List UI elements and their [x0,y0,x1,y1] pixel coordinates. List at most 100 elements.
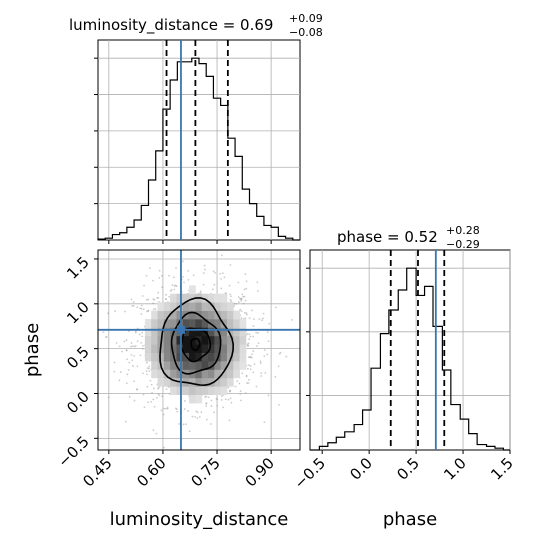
sample-point [246,382,248,384]
sample-point [183,408,186,410]
sample-point [252,371,255,374]
luminosity-distance-title-upper: +0.09 [289,12,323,25]
sample-point [252,350,255,352]
sample-point [140,313,143,315]
density-cell [208,344,215,353]
sample-point [150,400,153,403]
sample-point [249,365,252,367]
sample-point [152,279,154,282]
density-cell [195,360,203,370]
sample-point [141,331,144,334]
sample-point [107,312,109,315]
density-cell [189,360,196,370]
density-cell [233,360,240,370]
contour-line [159,297,235,387]
tick-marks [306,267,511,454]
sample-point [124,420,127,423]
sample-point [139,307,142,310]
sample-point [244,273,247,276]
density-cell [176,369,184,379]
density-cell [208,293,215,303]
sample-point [242,302,245,305]
density-cell [201,344,209,353]
density-cell [226,335,234,345]
luminosity-distance-title-lower: −0.08 [289,26,323,39]
sample-point [133,355,136,357]
sample-point [285,355,288,358]
sample-point [199,292,202,294]
density-cell [151,335,158,345]
phase-x-tick-label: 1.0 [440,454,470,484]
density-cell [220,386,228,396]
sample-point [266,331,269,334]
sample-point [202,283,205,286]
density-cell [208,360,215,370]
density-cell [163,310,171,320]
sample-point [158,386,160,389]
sample-point [140,307,143,310]
density-cell [182,386,190,396]
density-cell [157,352,165,362]
density-cell [176,386,184,396]
phase-title-upper: +0.28 [446,224,480,237]
sample-point [229,389,232,392]
sample-point [252,335,255,338]
sample-point [259,362,262,365]
sample-point [251,353,254,356]
sample-point [119,371,122,374]
sample-point [264,372,267,374]
sample-point [126,358,128,361]
density-cell [195,302,203,311]
phase-title-lower: −0.29 [446,238,480,251]
sample-point [175,407,177,410]
sample-point [176,410,179,413]
sample-point [204,268,206,271]
sample-point [131,305,134,307]
sample-point [168,274,170,277]
density-cell [170,318,177,328]
sample-point [228,284,231,287]
sample-point [213,411,215,414]
sample-point [183,400,186,402]
sample-point [221,272,224,275]
sample-point [256,281,259,284]
sample-point [244,392,247,395]
density-cell [163,318,171,328]
density-cell [201,369,209,379]
density-cell [157,327,165,337]
sample-point [158,276,161,279]
density-cell [214,302,222,311]
sample-point [194,415,197,418]
sample-point [183,281,185,284]
density-cell [214,386,222,396]
sample-point [196,411,199,414]
sample-point [247,382,250,384]
sample-point [229,293,232,296]
sample-point [150,383,153,386]
sample-point [256,345,258,347]
sample-point [105,336,107,338]
density-cell [170,335,177,345]
phase-y-tick-label: 1.5 [63,253,93,283]
sample-point [165,388,168,391]
phase-x-axis-label: phase [383,509,437,530]
density-cell [176,360,184,370]
sample-point [262,312,265,315]
sample-point [245,375,248,378]
density-cell [176,352,184,362]
sample-point [156,297,159,299]
sample-point [149,267,151,270]
sample-point [138,333,141,336]
density-cell [214,335,222,345]
sample-point [130,298,133,301]
density-cell [226,302,234,311]
density-cell [226,369,234,379]
density-cell [208,386,215,396]
histogram-steps [310,267,510,451]
density-cell [201,352,209,362]
density-cell [176,318,184,328]
density-cell [182,335,190,345]
density-cell [157,369,165,379]
sample-point [115,341,118,344]
density-cell [239,327,247,337]
